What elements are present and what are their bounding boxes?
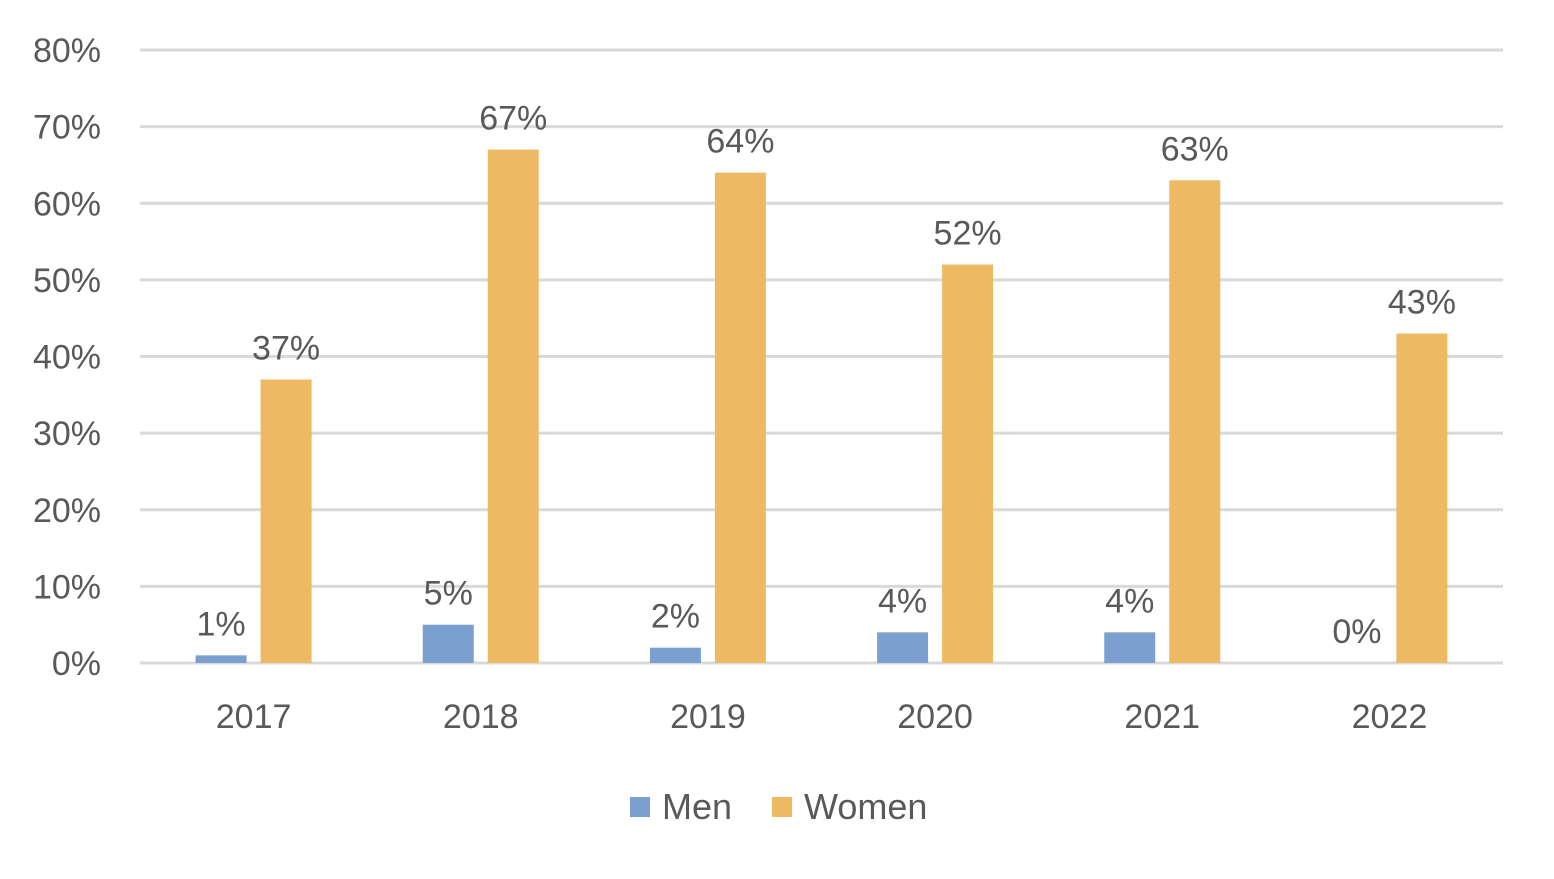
bar-men-2019 bbox=[649, 647, 701, 663]
data-labels: 1% 37% 5% 67% 2% 64% 4% 52% 4% 63% 0% 43% bbox=[197, 100, 1456, 651]
y-tick-label: 40% bbox=[33, 339, 101, 377]
bar-women-2021 bbox=[1169, 180, 1221, 663]
y-tick-label: 10% bbox=[33, 568, 101, 606]
bar-women-2018 bbox=[487, 149, 539, 664]
data-label-women-2020: 52% bbox=[934, 215, 1002, 253]
data-label-men-2017: 1% bbox=[197, 605, 246, 643]
y-tick-label: 60% bbox=[33, 185, 101, 223]
bar-women-2017 bbox=[260, 379, 312, 663]
data-label-men-2019: 2% bbox=[651, 598, 700, 636]
bars bbox=[195, 149, 1448, 664]
x-axis-tick-labels: 2017 2018 2019 2020 2021 2022 bbox=[216, 698, 1427, 736]
x-tick-label: 2022 bbox=[1352, 698, 1428, 736]
bar-women-2020 bbox=[942, 264, 994, 663]
bar-women-2022 bbox=[1396, 333, 1448, 663]
legend: Men Women bbox=[630, 786, 927, 827]
legend-swatch bbox=[630, 797, 650, 817]
legend-swatch bbox=[772, 797, 793, 817]
x-tick-label: 2021 bbox=[1124, 698, 1200, 736]
y-tick-label: 50% bbox=[33, 262, 101, 300]
data-label-women-2022: 43% bbox=[1388, 284, 1456, 322]
data-label-women-2017: 37% bbox=[252, 329, 320, 367]
y-tick-label: 20% bbox=[33, 492, 101, 530]
data-label-men-2021: 4% bbox=[1105, 582, 1154, 620]
legend-item-men: Men bbox=[630, 786, 732, 827]
data-label-women-2021: 63% bbox=[1161, 130, 1229, 168]
y-tick-label: 30% bbox=[33, 415, 101, 453]
legend-label: Women bbox=[804, 786, 927, 827]
legend-item-women: Women bbox=[772, 786, 927, 827]
y-axis-tick-labels: 0% 10% 20% 30% 40% 50% 60% 70% 80% bbox=[33, 32, 101, 683]
y-tick-label: 0% bbox=[52, 645, 101, 683]
data-label-men-2018: 5% bbox=[424, 575, 473, 613]
bar-men-2020 bbox=[877, 632, 929, 663]
bar-women-2019 bbox=[714, 172, 766, 663]
x-tick-label: 2018 bbox=[443, 698, 519, 736]
x-tick-label: 2017 bbox=[216, 698, 292, 736]
data-label-men-2020: 4% bbox=[878, 582, 927, 620]
bar-men-2018 bbox=[422, 624, 474, 663]
y-tick-label: 80% bbox=[33, 32, 101, 70]
legend-label: Men bbox=[662, 786, 732, 827]
bar-men-2021 bbox=[1104, 632, 1156, 663]
x-tick-label: 2020 bbox=[897, 698, 973, 736]
gridlines bbox=[140, 48, 1503, 665]
data-label-women-2018: 67% bbox=[479, 100, 547, 138]
y-tick-label: 70% bbox=[33, 109, 101, 147]
data-label-men-2022: 0% bbox=[1332, 613, 1381, 651]
bar-men-2017 bbox=[195, 655, 247, 663]
x-tick-label: 2019 bbox=[670, 698, 746, 736]
data-label-women-2019: 64% bbox=[706, 123, 774, 161]
